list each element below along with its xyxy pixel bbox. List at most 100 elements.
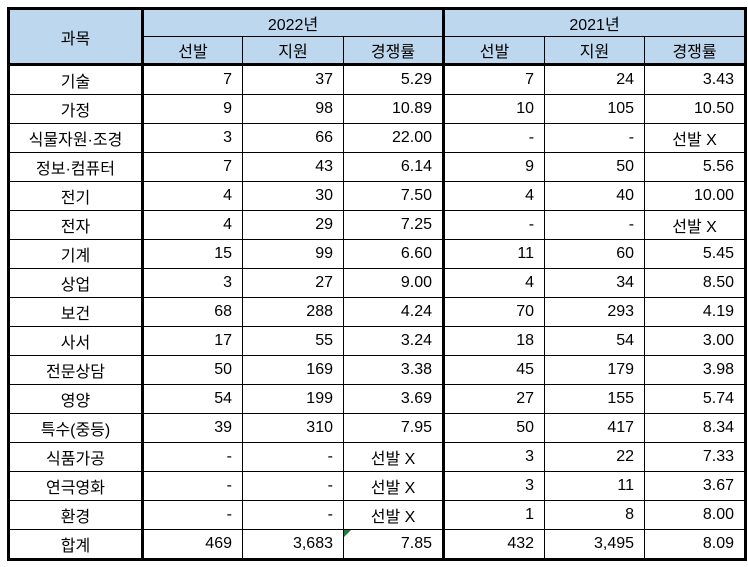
col-header-2022-seonbal: 선발 (142, 36, 243, 66)
cell-text: 199 (306, 390, 333, 407)
cell-text: 7.25 (400, 216, 433, 233)
cell-text: 11 (617, 477, 635, 494)
value-cell: 3.69 (342, 384, 446, 414)
value-cell: 3.98 (644, 355, 748, 385)
subject-cell: 가정 (7, 94, 144, 124)
cell-text: 3.43 (702, 71, 735, 88)
table-row: 식품가공 - - 선발 X 3 22 7.33 (7, 442, 748, 472)
cell-text: 10.89 (391, 100, 433, 117)
value-cell: 293 (544, 297, 646, 327)
value-cell: 5.74 (644, 384, 748, 414)
value-cell: 선발 X (342, 500, 446, 530)
value-cell: 18 (443, 326, 546, 356)
subject-cell: 전기 (7, 181, 144, 211)
value-cell: 34 (544, 268, 646, 298)
error-indicator-triangle (344, 530, 351, 537)
cell-text: 70 (516, 303, 535, 320)
subject-cell: 기술 (7, 64, 144, 95)
cell-text: 66 (315, 129, 333, 146)
col-header-2022-ratio: 경쟁률 (342, 36, 446, 66)
value-cell: 39 (142, 413, 243, 443)
cell-text: 27 (315, 274, 333, 291)
value-cell: 50 (142, 355, 243, 385)
col-header-2021-seonbal: 선발 (443, 36, 546, 66)
subject-cell: 보건 (7, 297, 144, 327)
cell-text: 3.69 (400, 390, 433, 407)
subject-cell: 정보·컴퓨터 (7, 152, 144, 182)
value-cell: - (443, 210, 546, 240)
cell-text: 5.45 (702, 245, 735, 262)
value-cell: 24 (544, 64, 646, 95)
value-cell: 199 (242, 384, 344, 414)
cell-text: 37 (315, 71, 333, 88)
value-cell: 417 (544, 413, 646, 443)
value-cell: 469 (142, 529, 243, 561)
col-header-2022-jiwon: 지원 (242, 36, 344, 66)
total-row: 합계 469 3,683 7.85 432 3,495 8.09 (7, 529, 748, 561)
subject-cell: 사서 (7, 326, 144, 356)
value-cell: - (242, 500, 344, 530)
subject-cell: 전문상담 (7, 355, 144, 385)
value-cell: 50 (443, 413, 546, 443)
cell-text: - (226, 506, 232, 523)
cell-text: 105 (607, 100, 635, 117)
value-cell: 5.56 (644, 152, 748, 182)
cell-text: 7.85 (400, 535, 433, 552)
value-cell: 4.19 (644, 297, 748, 327)
cell-text: 9.00 (400, 274, 433, 291)
cell-text: 4.19 (702, 303, 735, 320)
cell-text: 39 (214, 419, 232, 436)
value-cell: 288 (242, 297, 344, 327)
cell-text: 27 (516, 390, 535, 407)
value-cell: 68 (142, 297, 243, 327)
cell-text: 전기 (60, 190, 91, 207)
cell-text: 특수(중등) (40, 422, 111, 439)
value-cell: 60 (544, 239, 646, 269)
cell-text: 10 (516, 100, 535, 117)
cell-text: 식품가공 (46, 451, 105, 468)
value-cell: 선발 X (342, 471, 446, 501)
cell-text: 310 (306, 419, 333, 436)
table-row: 식물자원·조경 3 66 22.00 - - 선발 X (7, 123, 748, 153)
cell-text: 155 (607, 390, 635, 407)
cell-text: 3.00 (702, 332, 735, 349)
competition-table: 과목 2022년 2021년 선발 지원 경쟁률 선발 지원 경쟁률 기술 7 37… (7, 7, 748, 561)
cell-text: 전자 (60, 219, 91, 236)
value-cell: 선발 X (644, 123, 748, 153)
value-cell: 310 (242, 413, 344, 443)
subject-cell: 환경 (7, 500, 144, 530)
subject-column-header: 과목 (7, 7, 144, 66)
cell-text: 10.00 (693, 187, 735, 204)
value-cell: 169 (242, 355, 344, 385)
value-cell: 11 (443, 239, 546, 269)
value-cell: 4.24 (342, 297, 446, 327)
value-cell: 17 (142, 326, 243, 356)
cell-text: - (628, 216, 635, 233)
cell-text: 기술 (60, 74, 91, 91)
cell-text: 30 (315, 187, 333, 204)
value-cell: 29 (242, 210, 344, 240)
value-cell: 3.24 (342, 326, 446, 356)
value-cell: 4 (142, 210, 243, 240)
cell-text: 3.98 (702, 361, 735, 378)
table-row: 연극영화 - - 선발 X 3 11 3.67 (7, 471, 748, 501)
cell-text: 7 (525, 71, 535, 88)
value-cell: 9 (142, 94, 243, 124)
value-cell: 7.25 (342, 210, 446, 240)
cell-text: 99 (315, 245, 333, 262)
value-cell: 43 (242, 152, 344, 182)
cell-text: - (528, 216, 535, 233)
value-cell: 45 (443, 355, 546, 385)
cell-text: 5.29 (400, 71, 433, 88)
cell-text: 4.24 (400, 303, 433, 320)
cell-text: 22 (616, 448, 635, 465)
col-header-2021-jiwon: 지원 (544, 36, 646, 66)
col-header-2021-ratio: 경쟁률 (644, 36, 748, 66)
value-cell: 6.14 (342, 152, 446, 182)
cell-text: 3.24 (400, 332, 433, 349)
cell-text: 영양 (60, 393, 91, 410)
cell-text: 3.67 (702, 477, 735, 494)
value-cell: 3 (142, 123, 243, 153)
cell-text: 469 (205, 535, 232, 552)
cell-text: 8 (625, 506, 635, 523)
